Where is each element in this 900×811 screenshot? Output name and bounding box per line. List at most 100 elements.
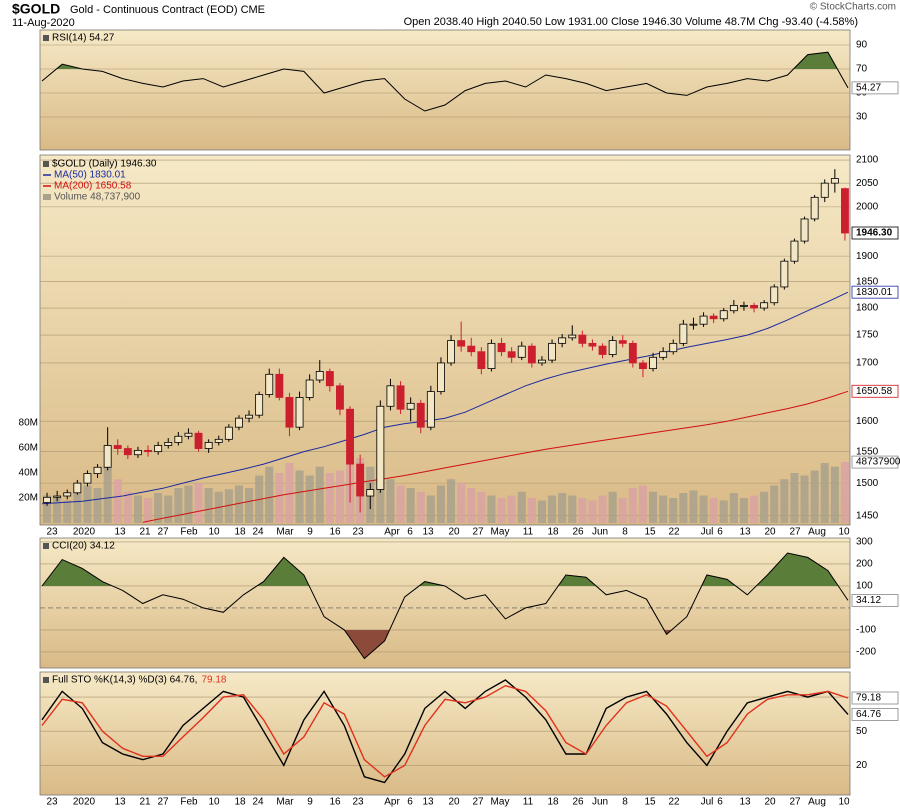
volume-bar (598, 495, 607, 523)
candle-body (659, 351, 668, 358)
candle-body (578, 334, 587, 344)
x-tick-label: 10 (838, 797, 850, 808)
candle-body (356, 463, 365, 497)
candle-body (214, 438, 223, 443)
x-tick-label: Feb (180, 527, 198, 538)
instrument-name: Gold - Continuous Contract (EOD) CME (70, 4, 265, 16)
candle-body (416, 402, 425, 428)
last-value-tag (851, 708, 899, 721)
volume-bar (588, 500, 597, 523)
x-tick-label: 22 (668, 797, 680, 808)
x-tick-label: 13 (739, 797, 751, 808)
y-tick-label: 20 (856, 760, 868, 771)
volume-bar (810, 470, 819, 523)
x-tick-label: 20 (764, 797, 776, 808)
volume-bar (245, 488, 254, 523)
candle-body (366, 489, 375, 497)
candle-body (144, 450, 152, 453)
candle-body (164, 441, 173, 446)
legend-label: RSI(14) 54.27 (52, 33, 115, 44)
candle-body (447, 340, 455, 364)
candle-body (73, 482, 82, 494)
candle-body (790, 240, 799, 262)
volume-bar (386, 479, 395, 523)
last-value-tag (851, 226, 899, 240)
y-tick-label: 1750 (856, 330, 879, 341)
candle-body (346, 408, 354, 465)
candle-body (386, 385, 395, 407)
candle-body (224, 426, 233, 440)
price-legend: $GOLD (Daily) 1946.30 (52, 159, 157, 170)
candle-body (770, 286, 779, 304)
candle-body (53, 495, 62, 498)
volume-bar (487, 495, 496, 523)
candle-body (154, 445, 163, 453)
x-tick-label: 16 (329, 527, 341, 538)
legend-label: MA(50) 1830.01 (54, 170, 126, 181)
volume-bar (578, 498, 587, 523)
volume-bar (760, 491, 769, 523)
candle-body (325, 371, 334, 387)
x-tick-label: 8 (622, 797, 628, 808)
candle-body (709, 315, 718, 320)
volume-bar (194, 483, 203, 523)
volume-bar (447, 479, 456, 523)
volume-bar (436, 485, 445, 523)
candle-body (396, 385, 405, 410)
x-tick-label: 16 (329, 797, 341, 808)
legend-label: Volume 48,737,900 (54, 192, 141, 203)
volume-bar (285, 463, 294, 523)
x-tick-label: Apr (384, 797, 400, 808)
x-tick-label: Mar (276, 797, 294, 808)
y-tick-label: 50 (856, 726, 868, 737)
x-tick-label: Aug (808, 527, 826, 538)
candle-body (507, 351, 516, 358)
candle-body (497, 342, 506, 353)
candle-body (194, 432, 203, 449)
volume-bar (558, 493, 567, 523)
candle-body (628, 342, 637, 364)
x-tick-label: 2020 (73, 797, 96, 808)
volume-bar (477, 491, 486, 523)
candle-body (780, 260, 789, 288)
x-tick-label: 24 (252, 797, 264, 808)
volume-bar (43, 495, 52, 523)
x-tick-label: 10 (838, 527, 850, 538)
x-tick-label: May (491, 527, 510, 538)
x-tick-label: 13 (422, 527, 434, 538)
series-line (41, 51, 849, 112)
x-tick-label: 20 (448, 527, 460, 538)
x-tick-label: 6 (407, 527, 413, 538)
panel-background (39, 671, 851, 796)
volume-bar (729, 493, 738, 523)
candle-body (740, 304, 748, 307)
x-tick-label: 22 (668, 527, 680, 538)
volume-bar (234, 485, 243, 523)
x-tick-label: 27 (157, 527, 169, 538)
volume-bar (548, 495, 557, 523)
volume-bar (649, 491, 658, 523)
x-tick-label: 11 (523, 527, 534, 538)
volume-tick-label: 20M (19, 493, 38, 504)
quote: Open 2038.40 High 2040.50 Low 1931.00 Cl… (404, 16, 858, 28)
last-value-tag (851, 285, 899, 299)
x-tick-label: 9 (307, 797, 313, 808)
volume-bar (325, 473, 334, 523)
y-tick-label: 2100 (856, 155, 879, 166)
volume-bar (689, 490, 698, 523)
volume-bar (679, 493, 688, 523)
candle-body (174, 435, 183, 443)
x-tick-label: 13 (422, 797, 434, 808)
candle-body (841, 188, 849, 234)
volume-bar (517, 491, 526, 523)
volume-bar (780, 479, 789, 523)
volume-bar (426, 495, 435, 523)
candle-body (305, 379, 314, 398)
candle-body (406, 402, 415, 410)
x-tick-label: 24 (252, 527, 264, 538)
legend-label: CCI(20) 34.12 (52, 541, 115, 552)
candle-body (598, 345, 607, 355)
volume-bar (416, 491, 425, 523)
credit: © StockCharts.com (810, 2, 896, 13)
y-tick-label: 1600 (856, 416, 879, 427)
